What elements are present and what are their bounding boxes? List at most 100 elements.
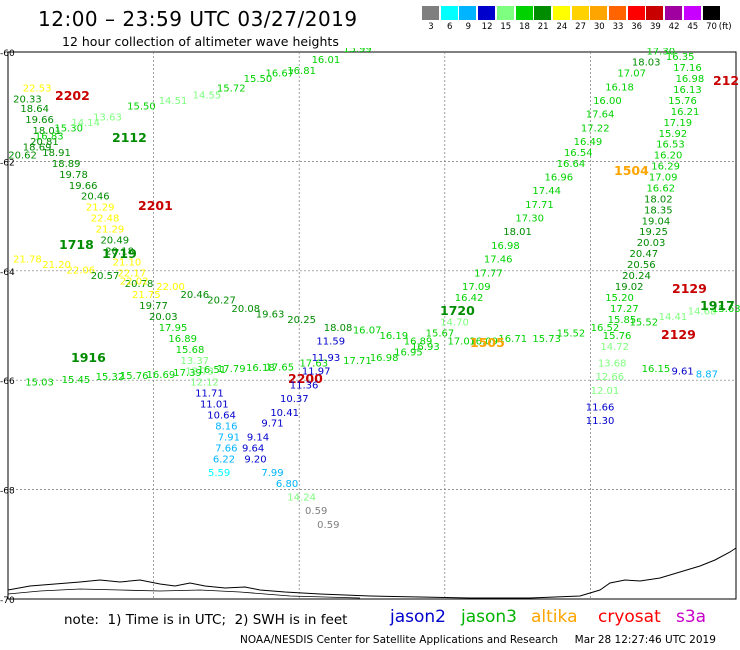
- wave-height-reading: 14.24: [287, 493, 316, 504]
- wave-height-reading: 18.03: [632, 58, 661, 69]
- wave-height-reading: 15.76: [120, 371, 149, 382]
- wave-height-reading: 16.83: [35, 132, 64, 143]
- wave-height-reading: 11.30: [586, 416, 615, 427]
- wave-height-reading: 11.97: [302, 367, 331, 378]
- pass-id-label: 1720: [440, 303, 475, 318]
- wave-height-reading: 13.63: [93, 112, 122, 123]
- wave-height-reading: 16.89: [168, 334, 197, 345]
- wave-height-reading: 17.44: [532, 186, 561, 197]
- wave-height-reading: 19.04: [642, 216, 671, 227]
- legend-label: 30: [593, 22, 605, 32]
- wave-height-reading: 17.30: [515, 214, 544, 225]
- wave-height-reading: 16.89: [404, 337, 433, 348]
- wave-height-reading: 7.91: [218, 432, 240, 443]
- wave-height-reading: 20.49: [100, 235, 129, 246]
- latitude-tick-label: -66: [0, 377, 15, 387]
- wave-height-reading: 14.55: [193, 90, 222, 101]
- wave-height-reading: 17.95: [159, 323, 188, 334]
- wave-height-reading: 11.66: [586, 402, 615, 413]
- wave-height-reading: 17.39: [173, 368, 202, 379]
- mission-legend-jason3: jason3: [461, 607, 517, 627]
- footer-note: note: 1) Time is in UTC; 2) SWH is in fe…: [64, 612, 348, 628]
- wave-height-reading: 17.79: [217, 364, 246, 375]
- wave-height-reading: 11.93: [312, 353, 341, 364]
- pass-id-label: 1916: [71, 350, 106, 365]
- pass-id-label: 1719: [102, 246, 137, 261]
- legend-label: 9: [465, 22, 472, 32]
- wave-height-reading: 16.51: [198, 365, 227, 376]
- wave-height-reading: 5.59: [208, 468, 230, 479]
- wave-height-reading: 9.71: [261, 419, 283, 430]
- pass-id-label: 2202: [55, 88, 90, 103]
- pass-id-label: 1504: [614, 163, 649, 178]
- wave-height-reading: 9.20: [244, 454, 266, 465]
- wave-height-reading: 11.01: [200, 400, 229, 411]
- latitude-tick-label: -60: [0, 49, 15, 59]
- wave-height-reading: 14.68: [688, 307, 717, 318]
- wave-height-reading: 19.02: [615, 282, 644, 293]
- footer-credit: NOAA/NESDIS Center for Satellite Applica…: [240, 634, 716, 646]
- pass-id-label: 2201: [138, 198, 173, 213]
- legend-label: 36: [631, 22, 643, 32]
- mission-legend-cryosat: cryosat: [598, 607, 661, 627]
- legend-label: 24: [556, 22, 568, 32]
- legend-swatch: [609, 6, 626, 20]
- wave-height-reading: 22.48: [91, 214, 120, 225]
- legend-swatch: [459, 6, 477, 20]
- wave-height-reading: 17.16: [673, 63, 702, 74]
- wave-height-reading: 16.54: [564, 148, 593, 159]
- wave-height-reading: 17.64: [586, 110, 615, 121]
- legend-label: 42: [668, 22, 680, 32]
- legend-label: 15: [500, 22, 512, 32]
- wave-height-reading: 10.37: [280, 394, 309, 405]
- mission-legend-s3a: s3a: [676, 607, 707, 627]
- legend-label: 33: [612, 22, 624, 32]
- wave-height-reading: 14.41: [659, 312, 688, 323]
- legend-label: 12: [481, 22, 493, 32]
- wave-height-reading: 16.35: [666, 52, 695, 63]
- wave-height-color-legend: 3 6 9 12 15 18 21 24 27 30 33 36 39 42 45 70 (ft): [422, 6, 740, 36]
- wave-height-reading: 18.01: [33, 126, 62, 137]
- legend-swatch: [534, 6, 552, 20]
- wave-height-reading: 20.33: [13, 94, 42, 105]
- wave-height-reading: 16.52: [591, 323, 620, 334]
- wave-height-reading: 16.67: [265, 69, 294, 80]
- wave-height-reading: 7.99: [261, 468, 283, 479]
- wave-height-reading: 22.06: [66, 266, 95, 277]
- legend-swatch: [627, 6, 645, 20]
- wave-height-reading: 22.02: [120, 276, 149, 287]
- pass-id-label: 2129: [661, 327, 696, 342]
- wave-height-reading: 20.18: [105, 246, 134, 257]
- wave-height-reading: 15.32: [96, 372, 125, 383]
- wave-height-reading: 14.51: [159, 96, 188, 107]
- wave-height-reading: 16.98: [370, 353, 399, 364]
- wave-height-reading: 15.30: [54, 123, 83, 134]
- wave-height-reading: 15.50: [244, 74, 273, 85]
- wave-height-reading: 15.50: [127, 101, 156, 112]
- page-title: 12:00 – 23:59 UTC 03/27/2019: [38, 7, 358, 31]
- wave-height-reading: 0.59: [305, 506, 327, 517]
- wave-height-reading: 22.53: [23, 83, 52, 94]
- wave-height-reading: 22.00: [156, 282, 185, 293]
- wave-height-reading: 16.98: [676, 74, 705, 85]
- wave-height-reading: 21.78: [13, 255, 42, 266]
- wave-height-reading: 20.62: [8, 151, 37, 162]
- legend-swatch: [496, 6, 514, 20]
- wave-height-reading: 11.36: [290, 380, 319, 391]
- wave-height-reading: 10.41: [270, 408, 299, 419]
- wave-height-reading: 17.27: [610, 304, 639, 315]
- wave-height-reading: 16.20: [654, 151, 683, 162]
- wave-height-reading: 16.21: [671, 107, 700, 118]
- wave-height-reading: 21.75: [132, 290, 161, 301]
- wave-height-reading: 19.66: [25, 115, 54, 126]
- pass-id-label: 212: [713, 73, 739, 88]
- legend-swatch: [702, 6, 720, 20]
- wave-height-reading: 9.61: [671, 367, 693, 378]
- wave-height-reading: 21.29: [96, 225, 125, 236]
- wave-height-reading: 15.76: [603, 331, 632, 342]
- wave-height-reading: 17.65: [265, 362, 294, 373]
- wave-height-reading: 16.98: [491, 241, 520, 252]
- wave-height-reading: 21.29: [86, 203, 115, 214]
- mission-legend-jason2: jason2: [390, 607, 446, 627]
- wave-height-reading: 15.03: [25, 378, 54, 389]
